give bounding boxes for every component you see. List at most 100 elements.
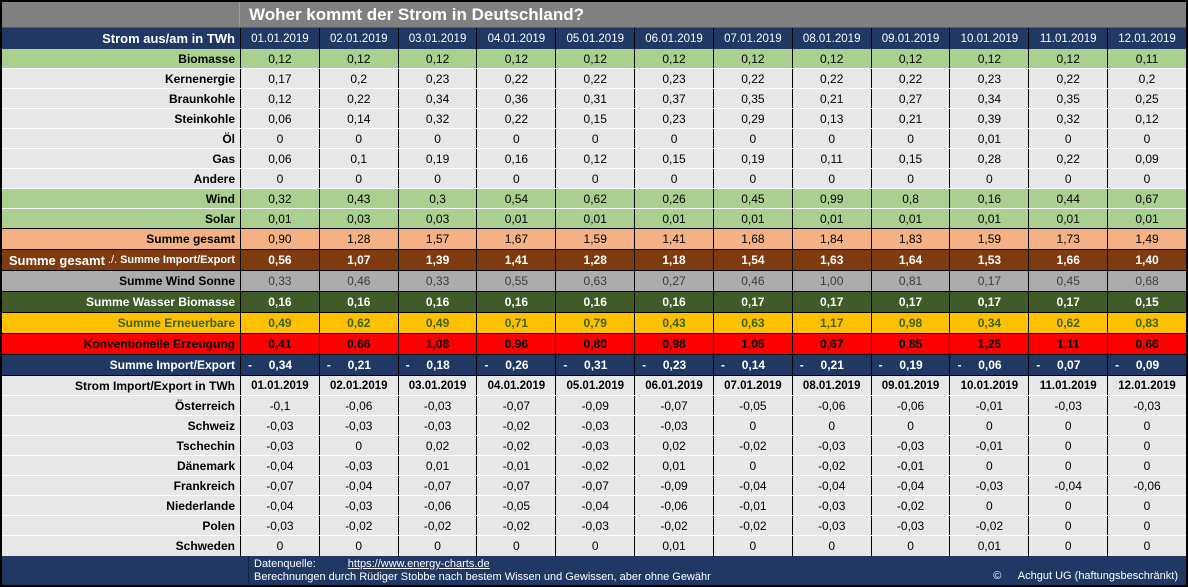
value-cell: 0,83: [1107, 313, 1186, 333]
row-label: Summe Wind Sonne: [119, 274, 235, 288]
value-cell: 0: [712, 416, 792, 435]
disclaimer-text: Berechnungen durch Rüdiger Stobbe nach b…: [254, 571, 711, 583]
value-cell: 0,12: [791, 49, 871, 68]
value-cell: 0,06: [240, 109, 319, 128]
value-cell: 0,17: [712, 292, 792, 312]
value-cell: -0,07: [1028, 355, 1107, 375]
value-cell: 0: [1107, 516, 1186, 535]
value-cell: 0,25: [1107, 89, 1186, 108]
value-cell: 0,01: [949, 129, 1028, 148]
value-cell: 0,12: [240, 89, 319, 108]
table-row: Wind 0,32 0,43 0,3 0,54 0,62 0,26 0,45 0,99 0,8 0,…: [2, 189, 1186, 209]
value-number: 0,07: [1057, 358, 1081, 372]
value-cell: 0,12: [318, 49, 398, 68]
value-cell: 0,01: [240, 209, 319, 228]
value-cell: 0: [870, 416, 950, 435]
column-header-date: 10.01.2019: [949, 28, 1028, 49]
datasource-line: Datenquelle: https://www.energy-charts.d…: [254, 558, 490, 570]
value-cell: 0,34: [397, 89, 477, 108]
value-cell: 0,63: [555, 271, 634, 291]
table-row: Braunkohle 0,12 0,22 0,34 0,36 0,31 0,37 0,35 0,…: [2, 89, 1186, 109]
value-cell: -0,03: [240, 516, 319, 535]
value-cell: 0,29: [712, 109, 792, 128]
value-number: 0,06: [978, 358, 1002, 372]
table-row: Summe Import/Export -0,34-0,21-0,18-0,26-…: [2, 355, 1186, 376]
value-cell: 0,23: [634, 69, 713, 88]
value-cell: 0,22: [555, 69, 634, 88]
table-row: Gas 0,06 0,1 0,19 0,16 0,12 0,15 0,19 0,11 0,15 0,…: [2, 149, 1186, 169]
value-cell: 0,09: [1107, 149, 1186, 168]
value-cell: -0,03: [240, 416, 319, 435]
row-label-separator: ./.: [107, 254, 118, 266]
value-cell: 0,19: [397, 149, 477, 168]
value-cell: 0: [476, 536, 555, 556]
value-cell: 0,54: [476, 189, 555, 208]
value-cell: 0,80: [555, 334, 634, 354]
column-header-date: 01.01.2019: [240, 28, 319, 49]
row-label: Dänemark: [176, 458, 235, 473]
value-cell: 1,17: [791, 313, 871, 333]
value-cell: -0,04: [555, 496, 634, 515]
value-cell: 0: [949, 416, 1028, 435]
table-header-row: Strom aus/am in TWh 01.01.2019 02.01.2019 0…: [2, 28, 1186, 49]
value-cell: 1,66: [1028, 250, 1107, 270]
value-cell: 0,68: [1107, 271, 1186, 291]
value-cell: 0,66: [1107, 334, 1186, 354]
value-cell: 0,12: [476, 49, 555, 68]
value-cell: -0,04: [1028, 476, 1107, 495]
section-header-label: Strom Import/Export in TWh: [75, 378, 235, 393]
value-cell: 0: [1107, 536, 1186, 556]
value-cell: 0,17: [949, 292, 1028, 312]
value-cell: 0,23: [397, 69, 477, 88]
value-cell: -0,07: [476, 476, 555, 495]
value-cell: -0,02: [712, 516, 792, 535]
table-row: Kernenergie 0,17 0,2 0,23 0,22 0,22 0,23 0,22 0,…: [2, 69, 1186, 89]
value-cell: 0,56: [240, 250, 319, 270]
column-header-date: 06.01.2019: [634, 28, 713, 49]
row-label: Summe gesamt: [146, 232, 235, 246]
row-label: Polen: [202, 518, 235, 533]
title-row-spacer: [2, 2, 240, 27]
value-cell: -0,06: [634, 496, 713, 515]
table-row: Schweden 0 0 0 0 0 0,01 0 0 0 0,01 0 0: [2, 536, 1186, 556]
value-cell: -0,06: [397, 496, 477, 515]
value-cell: 0,34: [949, 89, 1028, 108]
value-cell: 0,16: [397, 292, 477, 312]
value-cell: -0,01: [712, 496, 792, 515]
value-cell: 1,05: [712, 334, 792, 354]
value-cell: -0,03: [791, 436, 871, 455]
value-cell: 0,90: [240, 229, 319, 249]
value-cell: 0,12: [240, 49, 319, 68]
value-number: 0,18: [426, 358, 450, 372]
row-label: Summe Erneuerbare: [117, 316, 235, 330]
value-cell: 1,54: [712, 250, 792, 270]
value-cell: 0,41: [240, 334, 319, 354]
value-cell: 0,22: [712, 69, 792, 88]
value-cell: 0,16: [476, 149, 555, 168]
value-cell: 1,40: [1107, 250, 1186, 270]
value-cell: 0: [1028, 436, 1107, 455]
value-cell: 0,16: [476, 292, 555, 312]
column-header-date: 12.01.2019: [1107, 28, 1186, 49]
value-cell: -0,07: [555, 476, 634, 495]
value-cell: -0,04: [318, 476, 398, 495]
value-cell: 0: [1107, 169, 1186, 188]
datasource-link[interactable]: https://www.energy-charts.de: [347, 558, 490, 570]
table-row: Dänemark -0,04 -0,03 0,01 -0,01 -0,02 0,01 0 -0,…: [2, 456, 1186, 476]
value-cell: 0: [1028, 516, 1107, 535]
value-cell: 1,28: [318, 229, 398, 249]
column-header-date: 12.01.2019: [1107, 376, 1186, 395]
column-header-date: 08.01.2019: [791, 28, 871, 49]
copyright-icon: ©: [993, 570, 1002, 582]
value-cell: 0: [240, 169, 319, 188]
value-cell: -0,03: [397, 416, 477, 435]
value-cell: 0,16: [555, 292, 634, 312]
column-header-date: 07.01.2019: [712, 376, 792, 395]
value-cell: 0: [318, 169, 398, 188]
value-cell: -0,02: [949, 516, 1028, 535]
value-cell: -0,04: [791, 476, 871, 495]
value-cell: 0: [1028, 496, 1107, 515]
table-row: Österreich -0,1 -0,06 -0,03 -0,07 -0,09 -0,07-…: [2, 396, 1186, 416]
row-label: Frankreich: [173, 478, 235, 493]
